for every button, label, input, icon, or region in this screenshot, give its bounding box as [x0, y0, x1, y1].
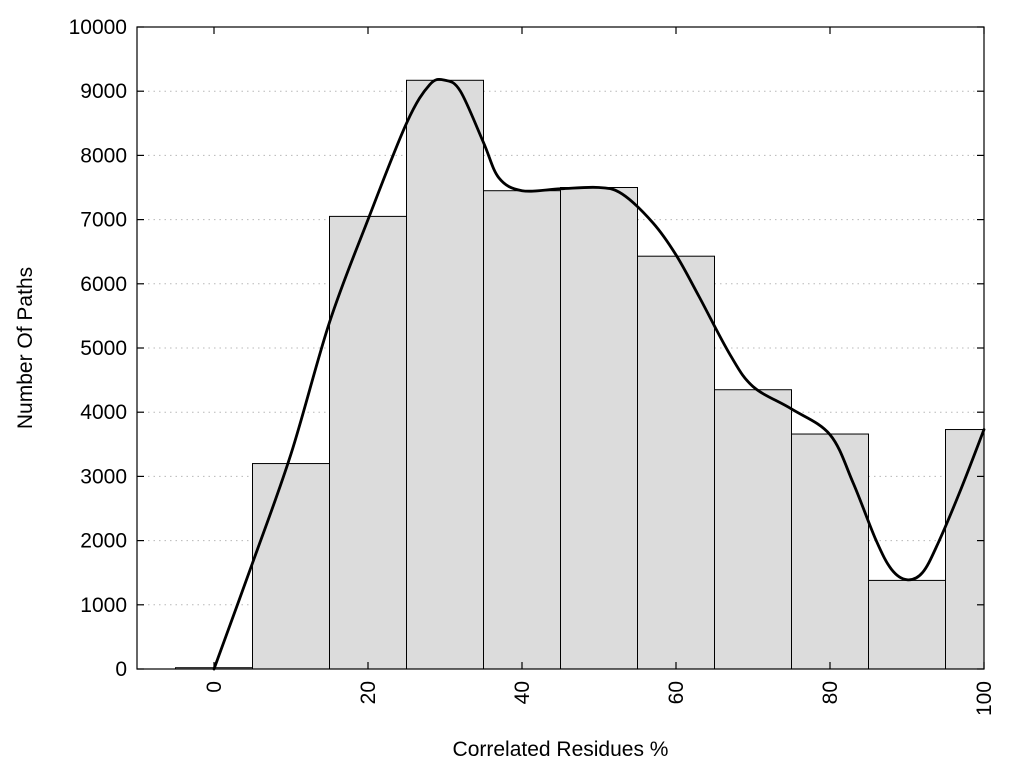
histogram-bar [791, 433, 869, 670]
y-tick-label: 2000 [80, 530, 127, 553]
density-curve-line [212, 77, 986, 671]
y-tick-label: 9000 [80, 80, 127, 103]
histogram-bars [175, 79, 985, 670]
histogram-bar [483, 190, 561, 670]
x-axis-title: Correlated Residues % [453, 738, 669, 761]
y-tick-label: 4000 [80, 401, 127, 424]
x-tick-label: 20 [357, 681, 380, 704]
histogram-bar [714, 389, 792, 670]
x-tick-label: 0 [203, 681, 226, 693]
y-tick-label: 5000 [80, 337, 127, 360]
histogram-bar [868, 579, 946, 670]
y-axis: 0 1000 2000 3000 4000 5000 6000 7000 8000 9000 100… [69, 16, 984, 681]
x-tick-label: 100 [973, 681, 996, 716]
histogram-bar [560, 187, 638, 670]
y-tick-label: 3000 [80, 465, 127, 488]
x-tick-label: 80 [819, 681, 842, 704]
y-tick-label: 7000 [80, 209, 127, 232]
x-axis: 0 20 40 60 80 100 [203, 27, 996, 716]
histogram-bar [406, 79, 484, 670]
density-curve [212, 77, 986, 671]
y-axis-title: Number Of Paths [14, 267, 37, 429]
histogram-bar [637, 255, 715, 670]
histogram-bar [945, 429, 985, 670]
histogram-bar [252, 463, 330, 670]
y-tick-label: 8000 [80, 144, 127, 167]
histogram-bar [329, 215, 407, 670]
x-tick-label: 40 [511, 681, 534, 704]
y-tick-label: 1000 [80, 594, 127, 617]
y-tick-label: 0 [115, 658, 127, 681]
y-tick-label: 6000 [80, 273, 127, 296]
x-tick-label: 60 [665, 681, 688, 704]
y-tick-label: 10000 [69, 16, 127, 39]
